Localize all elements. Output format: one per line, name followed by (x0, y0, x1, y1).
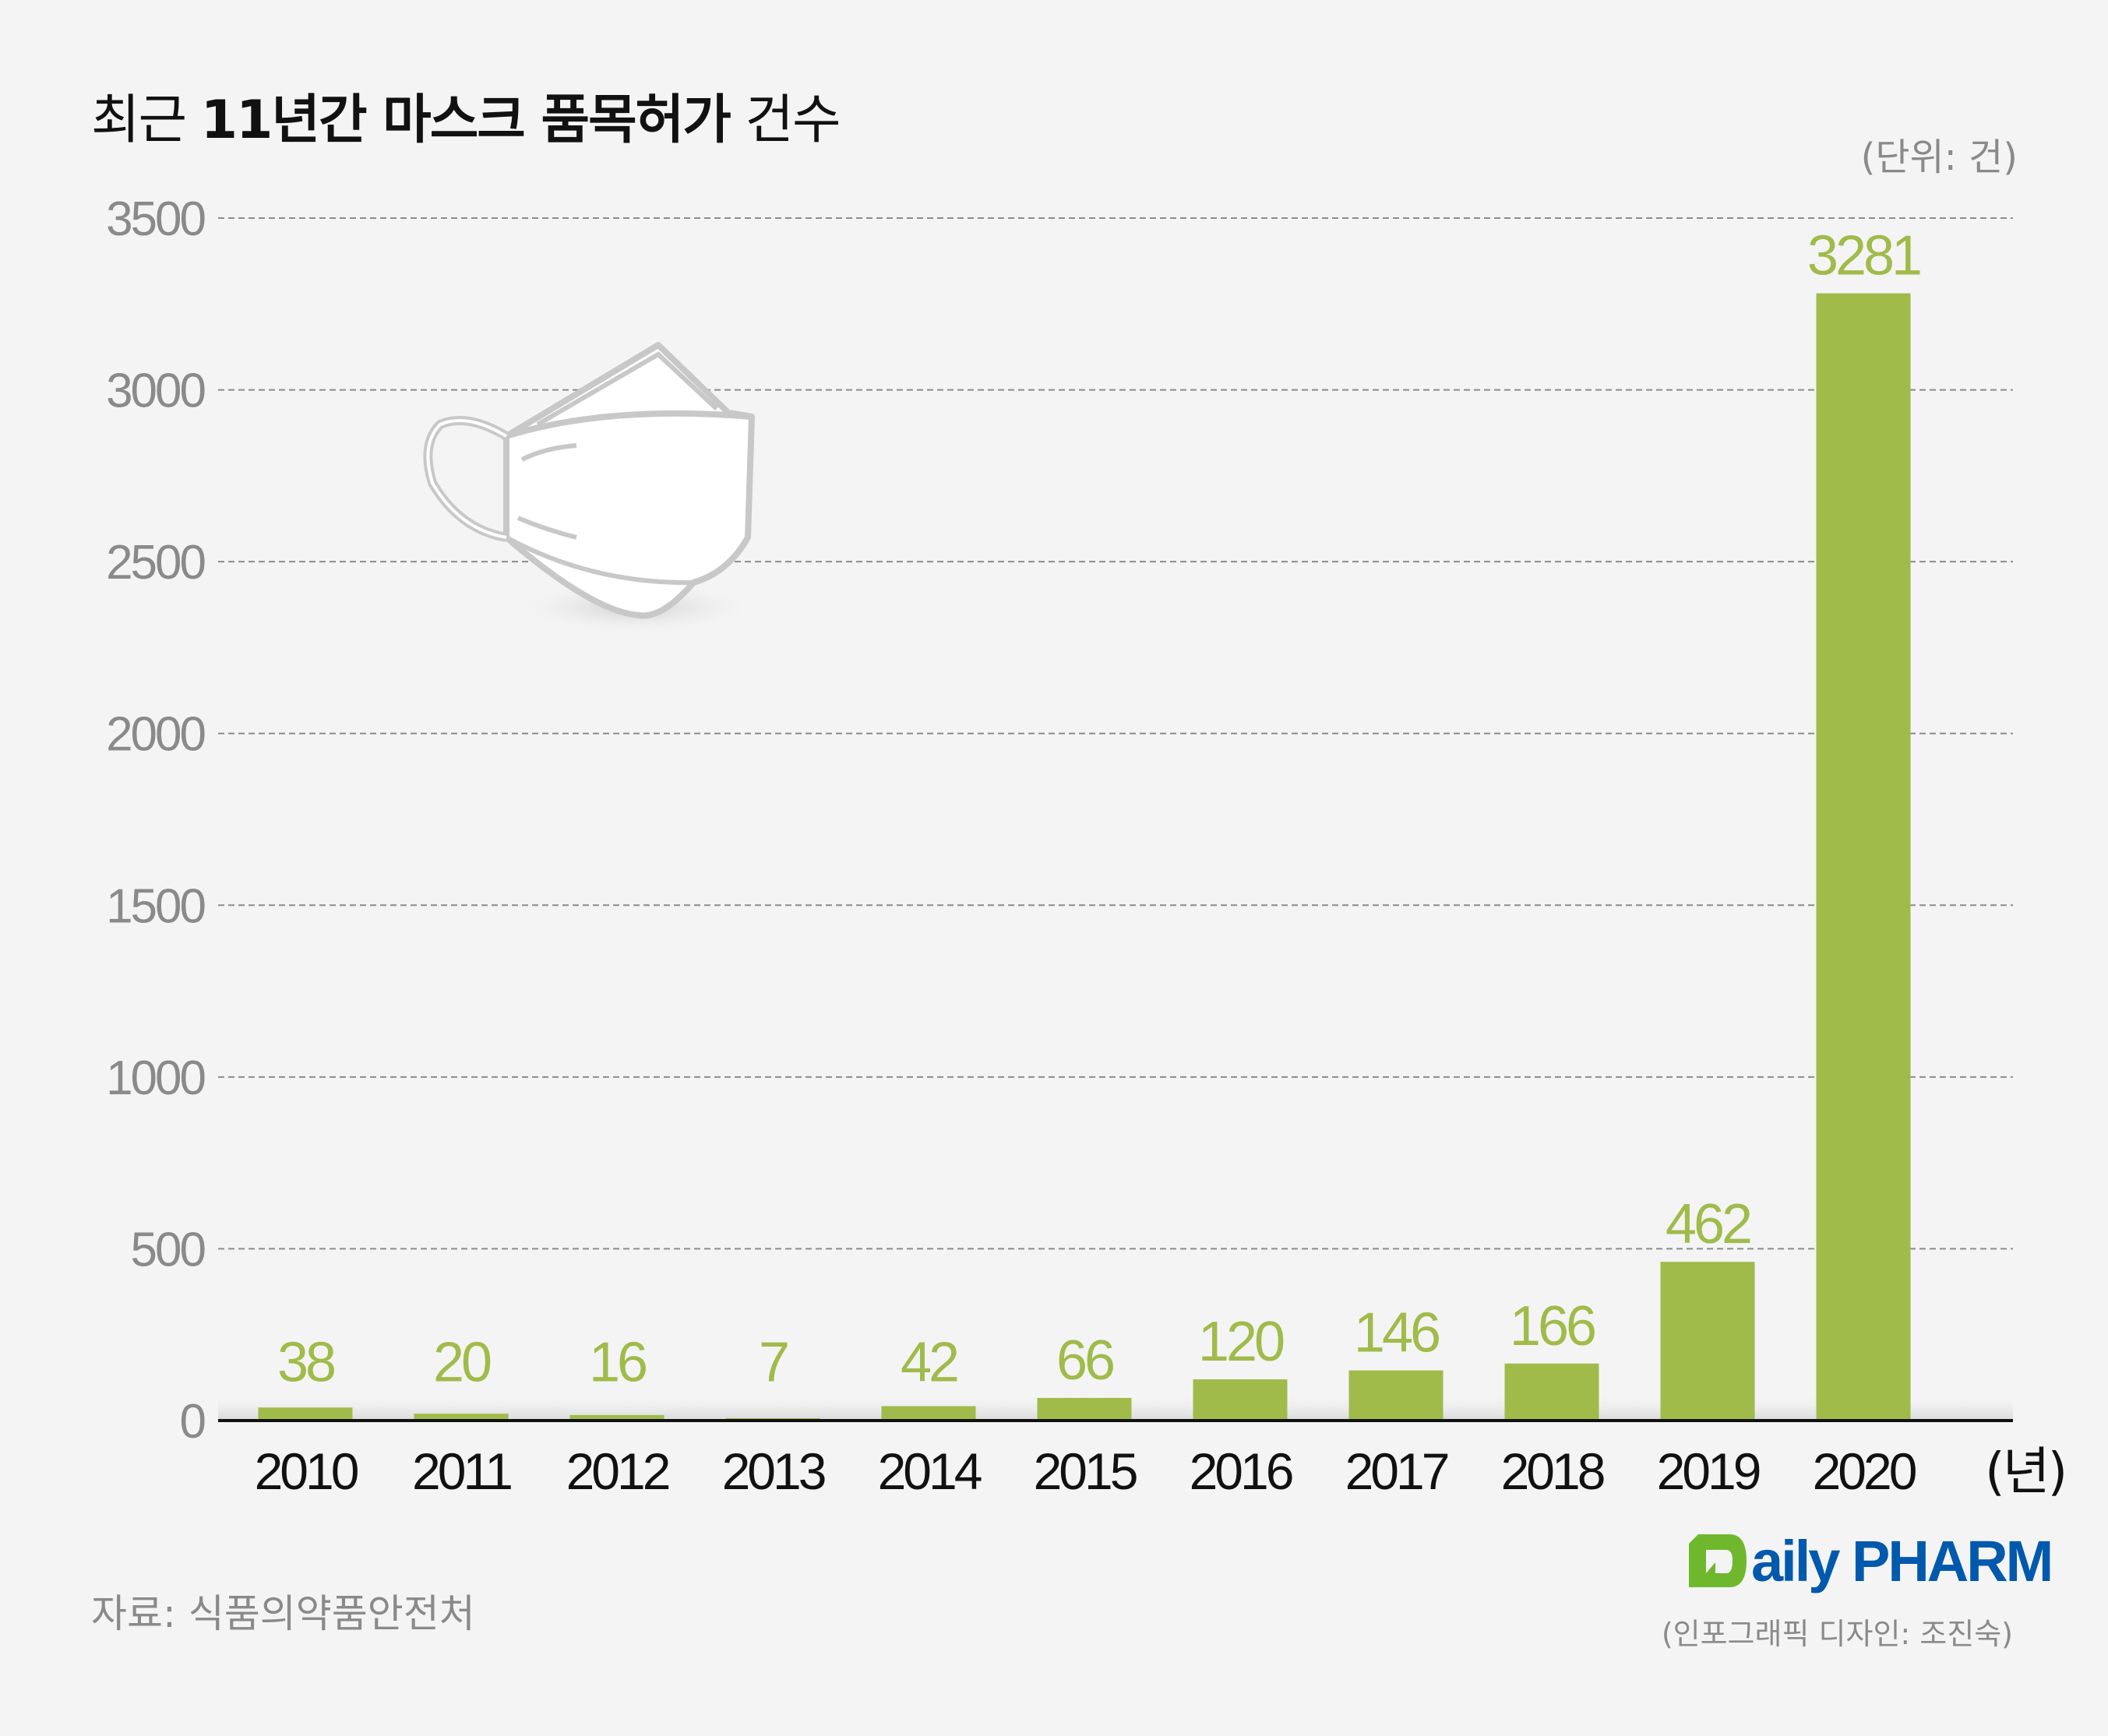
x-tick-label: 2010 (255, 1442, 358, 1500)
x-unit-label: (년) (1985, 1442, 2065, 1502)
x-tick-label: 2016 (1190, 1442, 1292, 1500)
value-label: 42 (901, 1332, 957, 1394)
x-tick-label: 2011 (412, 1442, 511, 1500)
bar-2016 (1193, 1379, 1288, 1421)
unit-label: (단위: 건) (1860, 136, 2018, 179)
value-label: 462 (1666, 1193, 1750, 1255)
value-label: 16 (589, 1332, 646, 1394)
value-label: 66 (1056, 1329, 1113, 1392)
value-label: 38 (277, 1332, 334, 1394)
x-tick-label: 2019 (1657, 1442, 1760, 1500)
y-tick-label: 0 (180, 1395, 206, 1449)
y-tick-label: 2500 (106, 536, 205, 590)
logo-text: aily PHARM (1751, 1529, 2053, 1593)
y-tick-label: 3500 (106, 192, 205, 246)
bar-2018 (1504, 1363, 1599, 1421)
value-label: 20 (433, 1332, 491, 1394)
y-tick-label: 3000 (106, 364, 205, 418)
x-tick-label: 2015 (1034, 1442, 1137, 1500)
x-tick-label: 2012 (566, 1442, 669, 1500)
value-label: 166 (1510, 1295, 1595, 1357)
bar-2015 (1037, 1397, 1132, 1421)
bar-2019 (1660, 1262, 1755, 1421)
title-suffix: 건수 (729, 90, 841, 151)
bar-2014 (881, 1406, 976, 1421)
designer-credit: (인포그래픽 디자인: 조진숙) (1661, 1617, 2013, 1651)
x-tick-label: 2014 (878, 1442, 982, 1500)
bar-2017 (1348, 1370, 1444, 1421)
daily-pharm-logo: aily PHARM (1689, 1531, 2053, 1590)
bar-2010 (258, 1407, 353, 1421)
bar-2020 (1816, 293, 1911, 1421)
data-source: 자료: 식품의약품안전처 (91, 1591, 475, 1636)
y-tick-label: 1500 (106, 879, 205, 933)
chart-title: 최근 11년간 마스크 품목허가 건수 (91, 90, 841, 151)
value-label: 146 (1354, 1302, 1439, 1365)
bar-2011 (414, 1414, 509, 1421)
value-label: 120 (1198, 1311, 1284, 1373)
x-tick-label: 2017 (1345, 1442, 1448, 1500)
face-mask-icon (423, 342, 760, 636)
title-prefix: 최근 (91, 90, 201, 151)
x-tick-label: 2020 (1813, 1442, 1916, 1500)
value-label: 3281 (1807, 225, 1920, 287)
x-tick-label: 2013 (722, 1442, 825, 1500)
x-tick-label: 2018 (1501, 1442, 1604, 1500)
bar-2012 (569, 1414, 664, 1421)
title-bold: 11년간 마스크 품목허가 (200, 90, 731, 151)
y-tick-label: 1000 (106, 1051, 205, 1105)
y-tick-label: 2000 (106, 708, 205, 762)
y-tick-label: 500 (131, 1223, 206, 1276)
logo-d-mark (1689, 1534, 1747, 1587)
value-label: 7 (759, 1332, 788, 1394)
